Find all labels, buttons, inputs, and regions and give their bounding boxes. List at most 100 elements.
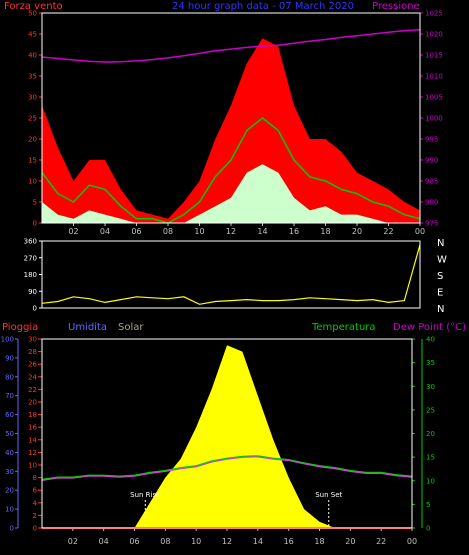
- temperature-x-tick-label: 16: [284, 537, 294, 546]
- temperature-y-tick-label: 20: [426, 430, 435, 438]
- pressure-axis-label: Pressione: [372, 1, 420, 12]
- temperature-y-tick-label: 0: [426, 525, 430, 533]
- humidity-y-ticks: 0 10 20 30 40 50 60 70 80 90 100: [1, 336, 19, 533]
- wind-x-tick-label: 12: [226, 227, 236, 236]
- temperature-line: [41, 455, 413, 480]
- wind-y-tick-label: 15: [28, 157, 37, 165]
- pressure-y-tick-label: 1005: [425, 94, 443, 102]
- humidity-y-tick-label: 10: [5, 506, 14, 514]
- wind-y-tick-label: 50: [28, 10, 37, 18]
- temperature-x-tick-label: 04: [99, 537, 109, 546]
- humidity-y-tick-label: 80: [5, 373, 14, 381]
- wind-y-tick-label: 30: [28, 94, 37, 102]
- temperature-x-tick-label: 18: [314, 537, 324, 546]
- wind-y-tick-label: 10: [28, 178, 37, 186]
- dewpoint-line: [41, 455, 413, 482]
- pressure-y-tick-label: 1025: [425, 10, 443, 18]
- temperature-y-ticks: 0 5 10 15 20 25 30 35 40: [412, 336, 435, 533]
- direction-y-tick-label: 360: [24, 238, 37, 246]
- wind-y-tick-label: 40: [28, 52, 37, 60]
- wind-x-tick-label: 08: [163, 227, 173, 236]
- wind-x-tick-label: 02: [68, 227, 78, 236]
- wind-y-tick-label: 20: [28, 136, 37, 144]
- rain-y-tick-label: 30: [28, 336, 37, 344]
- humidity-y-tick-label: 30: [5, 468, 14, 476]
- direction-y-tick-label: 270: [24, 254, 37, 262]
- humidity-y-tick-label: 50: [5, 430, 14, 438]
- humidity-y-tick-label: 20: [5, 487, 14, 495]
- humidity-y-tick-label: 70: [5, 392, 14, 400]
- rain-y-tick-label: 2: [33, 512, 37, 520]
- compass-label: N: [437, 238, 444, 249]
- legend-solar: Solar: [118, 322, 144, 333]
- wind-x-tick-label: 22: [383, 227, 393, 236]
- wind-x-tick-label: 18: [320, 227, 330, 236]
- wind-x-tick-label: 06: [131, 227, 141, 236]
- rain-y-tick-label: 8: [33, 474, 37, 482]
- wind-min-area: [42, 164, 420, 223]
- rain-y-tick-label: 4: [33, 499, 38, 507]
- wind-marks: [41, 29, 421, 224]
- temperature-y-tick-label: 30: [426, 383, 435, 391]
- temperature-frame: [41, 338, 413, 529]
- rain-y-tick-label: 22: [28, 386, 37, 394]
- temperature-x-tick-label: 08: [160, 537, 170, 546]
- humidity-y-tick-label: 0: [10, 525, 14, 533]
- rain-y-tick-label: 24: [28, 373, 37, 381]
- wind-x-tick-label: 14: [257, 227, 267, 236]
- wind-y-tick-label: 25: [28, 115, 37, 123]
- direction-y-tick-label: 0: [33, 305, 37, 313]
- wind-x-tick-label: 00: [415, 227, 425, 236]
- wind-x-ticks: 02 04 06 08 10 12 14 16 18 20 22 00: [68, 223, 425, 236]
- direction-marks: [41, 244, 421, 305]
- wind-y-tick-label: 0: [33, 220, 37, 228]
- wind-y-tick-label: 35: [28, 73, 37, 81]
- compass-label: W: [437, 255, 447, 266]
- wind-avg-line: [41, 117, 421, 224]
- chart-title: 24 hour graph data - 07 March 2020: [172, 1, 354, 12]
- rain-y-tick-label: 12: [28, 449, 37, 457]
- direction-y-tick-label: 180: [24, 271, 37, 279]
- pressure-y-tick-label: 990: [425, 157, 438, 165]
- wind-gust-area: [42, 38, 420, 224]
- pressure-y-tick-label: 995: [425, 136, 438, 144]
- pressure-y-ticks: 975 980 985 990 995 1000 1005 1010 1015 1020 1025: [420, 10, 443, 228]
- pressure-y-tick-label: 980: [425, 199, 438, 207]
- temperature-panel: Pioggia Umidita Solar Temperatura Dew Po…: [1, 322, 466, 546]
- compass-label: S: [437, 271, 443, 282]
- wind-y-tick-label: 5: [33, 199, 37, 207]
- rain-y-tick-label: 0: [33, 525, 37, 533]
- rain-y-tick-label: 16: [28, 424, 37, 432]
- rain-y-tick-label: 20: [28, 399, 37, 407]
- legend-dewpoint: Dew Point (°C): [393, 322, 466, 333]
- temperature-y-tick-label: 40: [426, 336, 435, 344]
- sun-marker-label: Sun Rise: [130, 491, 160, 499]
- wind-x-tick-label: 04: [100, 227, 110, 236]
- temperature-y-tick-label: 25: [426, 406, 435, 414]
- temperature-x-tick-label: 00: [407, 537, 417, 546]
- compass-label: E: [437, 288, 443, 299]
- rain-y-tick-label: 6: [33, 487, 38, 495]
- wind-x-tick-label: 16: [289, 227, 299, 236]
- temperature-x-tick-label: 10: [191, 537, 201, 546]
- wind-x-tick-label: 20: [352, 227, 362, 236]
- rain-y-tick-label: 18: [28, 411, 37, 419]
- pressure-y-tick-label: 985: [425, 178, 438, 186]
- wind-x-tick-label: 10: [194, 227, 204, 236]
- temperature-y-tick-label: 35: [426, 359, 435, 367]
- humidity-y-tick-label: 60: [5, 411, 14, 419]
- wind-frame: [41, 12, 421, 224]
- direction-line: [41, 244, 421, 305]
- pressure-y-tick-label: 1010: [425, 73, 443, 81]
- legend-humidity: Umidita: [68, 322, 107, 333]
- legend-rain: Pioggia: [2, 322, 38, 333]
- sun-marker-label: Sun Set: [315, 491, 342, 499]
- temperature-y-tick-label: 10: [426, 477, 435, 485]
- direction-y-tick-label: 90: [28, 288, 37, 296]
- compass-label: N: [437, 304, 444, 315]
- temperature-x-tick-label: 20: [345, 537, 355, 546]
- wind-y-tick-label: 45: [28, 31, 37, 39]
